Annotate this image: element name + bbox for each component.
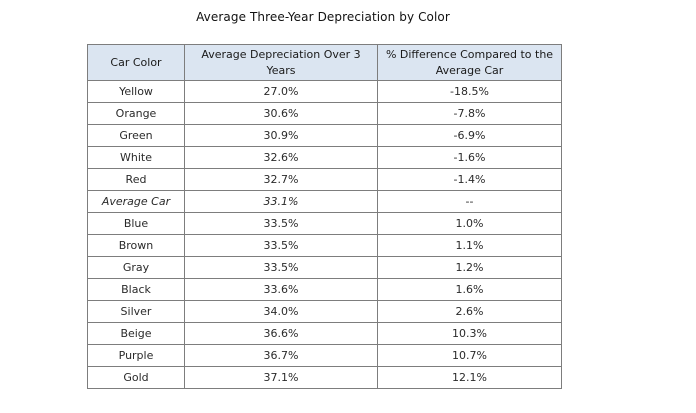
cell-percent-difference: -7.8% [377,102,562,125]
table-row: Orange 30.6% -7.8% [87,102,562,125]
cell-percent-difference: -1.4% [377,168,562,191]
cell-car-color: Yellow [87,80,185,103]
table-row: Black 33.6% 1.6% [87,278,562,301]
cell-car-color: Purple [87,344,185,367]
cell-percent-difference: 2.6% [377,300,562,323]
cell-percent-difference: 10.3% [377,322,562,345]
cell-average-depreciation: 34.0% [184,300,378,323]
cell-car-color: Gray [87,256,185,279]
cell-average-depreciation: 36.6% [184,322,378,345]
header-average-depreciation: Average Depreciation Over 3 Years [184,44,378,81]
depreciation-table: Car Color Average Depreciation Over 3 Ye… [87,44,562,389]
header-car-color: Car Color [87,44,185,81]
cell-percent-difference: 10.7% [377,344,562,367]
cell-car-color: Orange [87,102,185,125]
cell-average-depreciation: 33.6% [184,278,378,301]
cell-percent-difference: 12.1% [377,366,562,389]
table-row: Gray 33.5% 1.2% [87,256,562,279]
cell-average-depreciation: 37.1% [184,366,378,389]
table-row: Blue 33.5% 1.0% [87,212,562,235]
table-row: Average Car 33.1% -- [87,190,562,213]
table-row: Brown 33.5% 1.1% [87,234,562,257]
table-body: Yellow 27.0% -18.5% Orange 30.6% -7.8% Green 30… [87,80,562,389]
cell-car-color: White [87,146,185,169]
cell-car-color: Brown [87,234,185,257]
table-row: Gold 37.1% 12.1% [87,366,562,389]
cell-car-color: Green [87,124,185,147]
cell-car-color: Average Car [87,190,185,213]
cell-average-depreciation: 33.5% [184,256,378,279]
cell-percent-difference: -1.6% [377,146,562,169]
cell-average-depreciation: 33.5% [184,234,378,257]
cell-percent-difference: 1.0% [377,212,562,235]
cell-average-depreciation: 36.7% [184,344,378,367]
table-row: Silver 34.0% 2.6% [87,300,562,323]
table-row: Red 32.7% -1.4% [87,168,562,191]
table-title: Average Three-Year Depreciation by Color [196,10,450,24]
cell-average-depreciation: 33.1% [184,190,378,213]
table-row: Green 30.9% -6.9% [87,124,562,147]
table-row: White 32.6% -1.6% [87,146,562,169]
cell-average-depreciation: 33.5% [184,212,378,235]
cell-car-color: Black [87,278,185,301]
cell-percent-difference: 1.6% [377,278,562,301]
cell-average-depreciation: 27.0% [184,80,378,103]
cell-car-color: Blue [87,212,185,235]
cell-car-color: Silver [87,300,185,323]
cell-percent-difference: 1.2% [377,256,562,279]
cell-average-depreciation: 32.7% [184,168,378,191]
table-row: Purple 36.7% 10.7% [87,344,562,367]
cell-car-color: Gold [87,366,185,389]
cell-average-depreciation: 30.9% [184,124,378,147]
header-row: Car Color Average Depreciation Over 3 Ye… [87,44,562,81]
cell-percent-difference: -- [377,190,562,213]
cell-average-depreciation: 30.6% [184,102,378,125]
table-row: Yellow 27.0% -18.5% [87,80,562,103]
cell-average-depreciation: 32.6% [184,146,378,169]
cell-percent-difference: -6.9% [377,124,562,147]
cell-percent-difference: -18.5% [377,80,562,103]
cell-car-color: Red [87,168,185,191]
cell-percent-difference: 1.1% [377,234,562,257]
header-percent-difference: % Difference Compared to the Average Car [377,44,562,81]
cell-car-color: Beige [87,322,185,345]
table-row: Beige 36.6% 10.3% [87,322,562,345]
